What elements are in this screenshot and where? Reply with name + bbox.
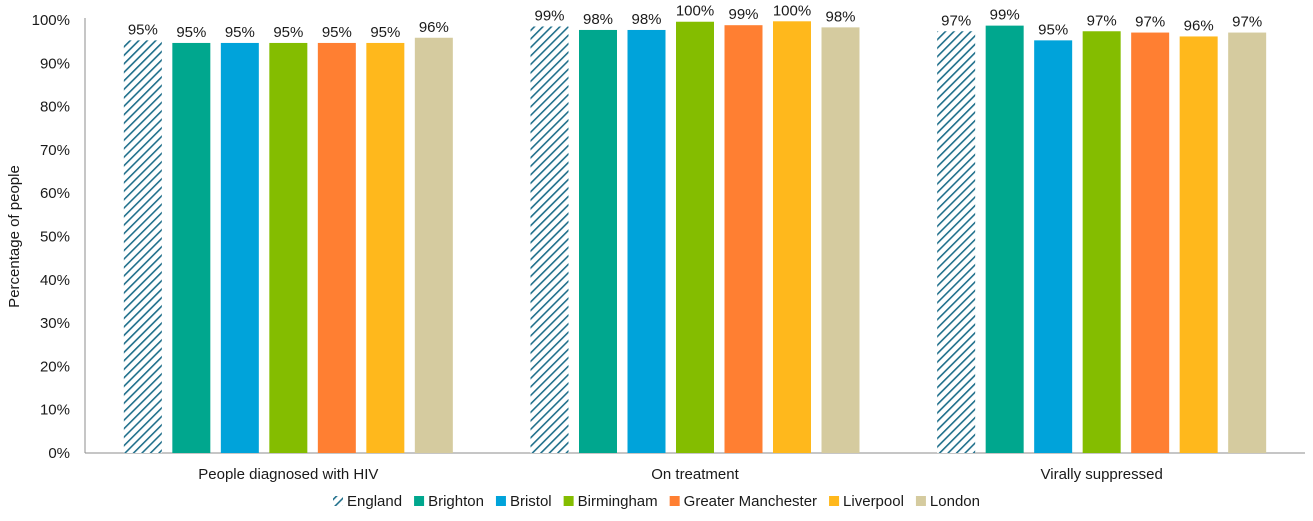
bar	[985, 25, 1024, 454]
bar	[1179, 36, 1218, 453]
y-tick-label: 60%	[40, 185, 70, 202]
legend-swatch	[669, 496, 680, 506]
bar	[1228, 32, 1267, 453]
legend-swatch	[915, 496, 926, 506]
data-label: 95%	[176, 24, 206, 41]
legend-swatch	[333, 496, 344, 506]
bar	[1034, 40, 1073, 453]
data-label: 100%	[676, 3, 714, 20]
data-label: 95%	[128, 21, 158, 38]
data-label: 100%	[773, 2, 811, 19]
y-tick-label: 70%	[40, 142, 70, 159]
legend-swatch	[829, 496, 840, 506]
y-tick-label: 30%	[40, 315, 70, 332]
bar	[676, 21, 714, 454]
data-label: 98%	[825, 8, 855, 25]
bar	[530, 26, 569, 454]
y-axis-title: Percentage of people	[6, 165, 23, 308]
bar	[1082, 31, 1121, 454]
data-label: 97%	[1087, 12, 1117, 29]
data-label: 98%	[583, 11, 613, 28]
data-label: 98%	[631, 11, 661, 28]
data-label: 95%	[225, 24, 255, 41]
legend-label: Greater Manchester	[684, 493, 817, 510]
data-label: 95%	[370, 24, 400, 41]
y-tick-label: 40%	[40, 272, 70, 289]
legend-label: Bristol	[510, 493, 552, 510]
legend-swatch	[495, 496, 506, 506]
legend-label: London	[930, 493, 980, 510]
data-label: 95%	[1038, 21, 1068, 38]
data-label: 97%	[941, 12, 971, 29]
data-label: 96%	[419, 19, 449, 36]
y-tick-label: 80%	[40, 99, 70, 116]
bar	[317, 42, 356, 453]
data-label: 99%	[990, 7, 1020, 24]
bar	[937, 31, 976, 454]
y-tick-label: 50%	[40, 229, 70, 246]
x-category-label: On treatment	[651, 466, 739, 483]
bar	[220, 42, 259, 453]
y-tick-label: 10%	[40, 402, 70, 419]
legend-label: Brighton	[428, 493, 484, 510]
bar	[172, 42, 211, 453]
legend-label: Liverpool	[843, 493, 904, 510]
data-label: 97%	[1232, 14, 1262, 31]
data-label: 99%	[534, 7, 564, 24]
x-category-label: People diagnosed with HIV	[198, 466, 378, 483]
bar	[366, 42, 405, 453]
bar	[724, 25, 763, 454]
y-tick-label: 100%	[32, 12, 70, 29]
legend-label: Birmingham	[578, 493, 658, 510]
bar	[579, 29, 617, 454]
y-tick-label: 20%	[40, 358, 70, 375]
data-label: 99%	[728, 6, 758, 23]
data-label: 97%	[1135, 14, 1165, 31]
bar	[821, 27, 860, 454]
bar	[123, 40, 162, 453]
bar	[414, 37, 453, 454]
bar	[627, 29, 666, 454]
y-tick-label: 90%	[40, 55, 70, 72]
legend-label: England	[347, 493, 402, 510]
legend-swatch	[563, 496, 574, 506]
x-category-label: Virally suppressed	[1041, 466, 1163, 483]
data-label: 95%	[322, 24, 352, 41]
data-label: 96%	[1184, 17, 1214, 34]
y-tick-label: 0%	[48, 445, 70, 462]
bar	[773, 21, 811, 453]
bar	[269, 42, 308, 453]
legend-swatch	[414, 496, 425, 506]
data-label: 95%	[273, 24, 303, 41]
bar	[1131, 32, 1170, 453]
